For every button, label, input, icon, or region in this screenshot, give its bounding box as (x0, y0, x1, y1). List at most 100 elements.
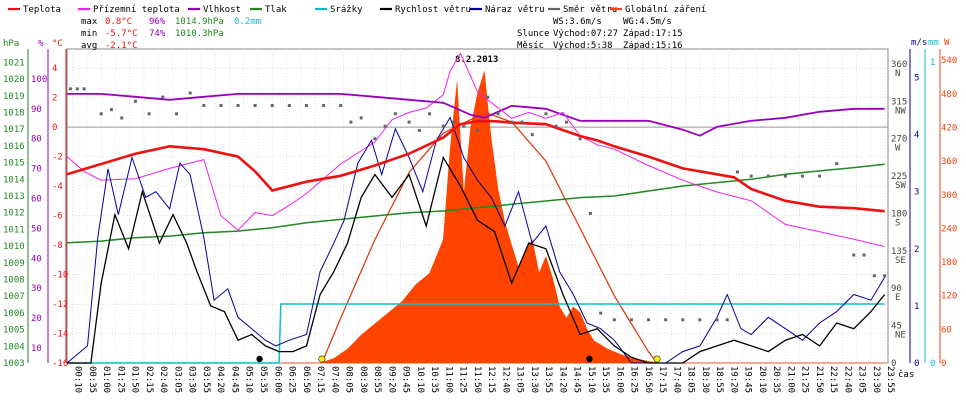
temperature-tick: -4 (52, 182, 63, 192)
wind-direction-point (883, 274, 887, 278)
x-tick-label: 07:40 (329, 366, 339, 393)
wind-direction-point (852, 253, 856, 257)
x-tick-label: 01:50 (130, 366, 140, 393)
temperature-tick: -14 (52, 330, 68, 340)
radiation-tick: 300 (941, 191, 957, 201)
wind-speed-tick: 1 (914, 302, 919, 312)
pressure-tick: 1019 (3, 92, 25, 102)
x-tick-label: 16:25 (629, 366, 639, 393)
humidity-tick: 60 (31, 195, 42, 205)
wind-direction-point (520, 120, 524, 124)
x-tick-label: 16:00 (614, 366, 624, 393)
wind-direction-point (462, 124, 466, 128)
stat-max-label: max (81, 17, 98, 27)
x-tick-label: 12:40 (500, 366, 510, 393)
wind-direction-point (120, 116, 124, 120)
wind-dir-tick: 180 (891, 209, 907, 219)
legend-item: Směr větru (548, 5, 617, 15)
wind-direction-point (872, 274, 876, 278)
legend-label: Náraz větru (485, 5, 545, 15)
pressure-tick: 1018 (3, 108, 25, 118)
wind-direction-point (161, 95, 165, 99)
wind-direction-point (147, 112, 151, 116)
wind-dir-label: SW (895, 181, 906, 191)
wind-direction-point (428, 112, 432, 116)
wind-speed-unit: m/s (911, 38, 927, 48)
wind-direction-point (359, 116, 363, 120)
x-tick-label: 05:35 (258, 366, 268, 393)
wind-direction-point (647, 318, 651, 322)
stat-rain: 0.2mm (234, 17, 261, 27)
wind-direction-point (588, 211, 592, 215)
wind-speed-tick: 0 (914, 359, 919, 369)
wind-direction-point (629, 318, 633, 322)
wind-dir-tick: 0 (891, 359, 896, 369)
x-tick-label: 02:15 (144, 366, 154, 393)
wind-direction-point (664, 318, 668, 322)
x-tick-label: 04:45 (229, 366, 239, 393)
x-tick-label: 08:30 (358, 366, 368, 393)
x-tick-label: 01:25 (115, 366, 125, 393)
pressure-tick: 1004 (3, 342, 25, 352)
legend-item: Rychlost větru (380, 5, 471, 15)
stat-min-pressure: 1010.3hPa (175, 29, 224, 39)
wind-direction-point (835, 162, 839, 166)
pressure-tick: 1016 (3, 142, 25, 152)
x-tick-label: 02:40 (158, 366, 168, 393)
x-tick-label: 18:05 (686, 366, 696, 393)
x-tick-label: 13:30 (529, 366, 539, 393)
sunset-marker (653, 355, 661, 363)
legend-label: Směr větru (563, 5, 617, 15)
pressure-tick: 1011 (3, 225, 25, 235)
stat-avg-label: avg (81, 41, 97, 51)
legend-label: Rychlost větru (395, 5, 471, 15)
stat-min-temp: -5.7°C (105, 29, 138, 39)
wind-direction-point (530, 133, 534, 137)
wind-direction-point (253, 103, 257, 107)
wind-dir-label: S (895, 218, 900, 228)
wind-direction-point (383, 124, 387, 128)
radiation-tick: 240 (941, 224, 957, 234)
stat-sun-label: Slunce (517, 29, 550, 39)
pressure-tick: 1009 (3, 259, 25, 269)
wind-dir-label: N (895, 69, 900, 79)
stat-avg-temp: -2.1°C (105, 41, 138, 51)
x-tick-label: 19:20 (728, 366, 738, 393)
radiation-tick: 120 (941, 292, 957, 302)
legend-item: Vlhkost (188, 5, 241, 15)
x-tick-label: 03:55 (201, 366, 211, 393)
x-tick-label: 11:25 (458, 366, 468, 393)
x-tick-label: 21:25 (800, 366, 810, 393)
pressure-unit: hPa (3, 39, 19, 49)
wind-direction-point (578, 137, 582, 141)
radiation-tick: 480 (941, 90, 957, 100)
x-tick-label: 21:50 (814, 366, 824, 393)
wind-direction-point (441, 124, 445, 128)
humidity-tick: 80 (31, 135, 42, 145)
wind-speed-tick: 2 (914, 245, 919, 255)
stat-moon-rise: Východ:5:38 (553, 41, 613, 51)
pressure-tick: 1015 (3, 159, 25, 169)
x-axis-label: čas (898, 369, 914, 380)
wind-direction-point (219, 103, 223, 107)
x-tick-label: 16:50 (643, 366, 653, 393)
x-tick-label: 15:10 (586, 366, 596, 393)
theoretical-radiation-line (321, 112, 658, 364)
stat-ws: WS:3.6m/s (553, 17, 602, 27)
x-tick-label: 09:20 (386, 366, 396, 393)
legend-item: Teplota (8, 5, 61, 15)
x-tick-label: 17:40 (671, 366, 681, 393)
humidity-tick: 20 (31, 314, 42, 324)
wind-direction-point (862, 253, 866, 257)
wind-speed-tick: 3 (914, 188, 919, 198)
wind-direction-point (75, 87, 79, 91)
wind-direction-point (349, 120, 353, 124)
wind-dir-label: NW (895, 106, 906, 116)
temperature-tick: -6 (52, 212, 63, 222)
wind-direction-point (510, 120, 514, 124)
rain-tick: 1 (930, 58, 935, 68)
legend-item: Globální záření (610, 5, 706, 15)
temperature-tick: -2 (52, 153, 63, 163)
